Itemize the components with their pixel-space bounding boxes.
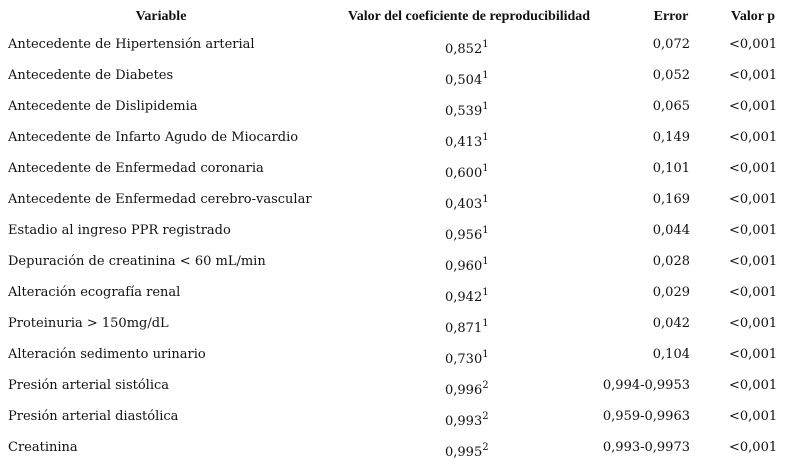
- p-value: <0,001: [729, 161, 778, 176]
- p-value: <0,001: [729, 347, 778, 362]
- coefficient: 0,9561: [445, 225, 489, 244]
- header-cell: Valor p: [731, 9, 775, 24]
- error: 0,044: [652, 223, 690, 238]
- error: 0,959-0,9963: [602, 409, 690, 424]
- footnote-mark: 1: [482, 318, 489, 329]
- error: 0,169: [652, 192, 690, 207]
- variable: Depuración de creatinina < 60 mL/min: [8, 254, 266, 269]
- footnote-mark: 1: [482, 225, 489, 236]
- footnote-mark: 1: [482, 39, 489, 50]
- variable: Antecedente de Diabetes: [8, 68, 174, 83]
- variable: Antecedente de Enfermedad cerebro-vascul…: [8, 192, 312, 207]
- footnote-mark: 1: [482, 194, 489, 205]
- variable: Presión arterial sistólica: [8, 378, 170, 393]
- footnote-mark: 1: [482, 349, 489, 360]
- error: 0,072: [652, 37, 690, 52]
- footnote-mark: 2: [482, 380, 489, 391]
- coefficient: 0,9932: [445, 411, 489, 430]
- coefficient: 0,8711: [445, 318, 489, 337]
- coefficient: 0,9952: [445, 442, 489, 461]
- header-cell: Valor del coeficiente de reproducibilida…: [347, 9, 591, 24]
- coefficient: 0,5041: [445, 70, 489, 89]
- p-value: <0,001: [729, 37, 778, 52]
- error: 0,104: [652, 347, 690, 362]
- p-value: <0,001: [729, 378, 778, 393]
- error: 0,993-0,9973: [602, 440, 690, 455]
- variable: Presión arterial diastólica: [8, 409, 179, 424]
- p-value: <0,001: [729, 192, 778, 207]
- coefficient: 0,6001: [445, 163, 489, 182]
- error: 0,052: [652, 68, 690, 83]
- coefficient: 0,9421: [445, 287, 489, 306]
- footnote-mark: 1: [482, 70, 489, 81]
- variable: Antecedente de Dislipidemia: [8, 99, 198, 114]
- variable: Proteinuria > 150mg/dL: [8, 316, 169, 331]
- coefficient: 0,9601: [445, 256, 489, 275]
- p-value: <0,001: [729, 68, 778, 83]
- p-value: <0,001: [729, 254, 778, 269]
- p-value: <0,001: [729, 99, 778, 114]
- footnote-mark: 1: [482, 101, 489, 112]
- coefficient: 0,4131: [445, 132, 489, 151]
- variable: Antecedente de Hipertensión arterial: [8, 37, 255, 52]
- footnote-mark: 1: [482, 287, 489, 298]
- footnote-mark: 1: [482, 256, 489, 267]
- error: 0,101: [652, 161, 690, 176]
- footnote-mark: 1: [482, 132, 489, 143]
- variable: Estadio al ingreso PPR registrado: [8, 223, 231, 238]
- coefficient: 0,9962: [445, 380, 489, 399]
- footnote-mark: 2: [482, 442, 489, 453]
- variable: Alteración ecografía renal: [8, 285, 181, 300]
- header-cell: Variable: [135, 9, 187, 24]
- coefficient: 0,5391: [445, 101, 489, 120]
- error: 0,065: [652, 99, 690, 114]
- p-value: <0,001: [729, 440, 778, 455]
- variable: Antecedente de Enfermedad coronaria: [8, 161, 264, 176]
- error: 0,149: [652, 130, 690, 145]
- coefficient: 0,4031: [445, 194, 489, 213]
- p-value: <0,001: [729, 316, 778, 331]
- error: 0,029: [652, 285, 690, 300]
- error: 0,994-0,9953: [602, 378, 690, 393]
- coefficient: 0,7301: [445, 349, 489, 368]
- coefficient: 0,8521: [445, 39, 489, 58]
- p-value: <0,001: [729, 223, 778, 238]
- variable: Creatinina: [8, 440, 78, 455]
- footnote-mark: 2: [482, 411, 489, 422]
- p-value: <0,001: [729, 409, 778, 424]
- variable: Antecedente de Infarto Agudo de Miocardi…: [8, 130, 299, 145]
- error: 0,028: [652, 254, 690, 269]
- header-cell: Error: [653, 9, 689, 24]
- error: 0,042: [652, 316, 690, 331]
- footnote-mark: 1: [482, 163, 489, 174]
- p-value: <0,001: [729, 285, 778, 300]
- p-value: <0,001: [729, 130, 778, 145]
- variable: Alteración sedimento urinario: [8, 347, 206, 362]
